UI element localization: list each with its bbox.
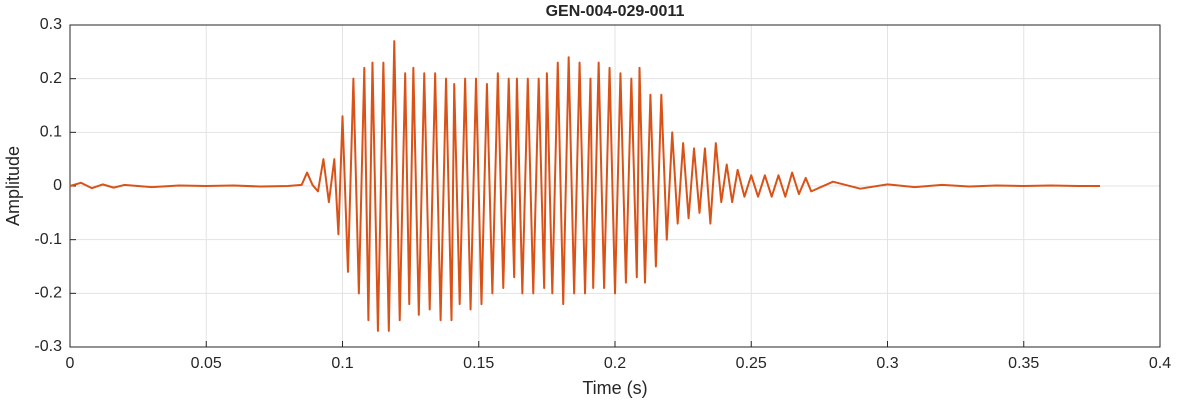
x-tick-label: 0.05	[191, 355, 222, 372]
y-tick-label: 0	[53, 177, 62, 194]
y-tick-label: 0.1	[40, 124, 62, 141]
x-tick-label: 0.35	[1008, 355, 1039, 372]
y-tick-label: -0.2	[34, 285, 62, 302]
chart-title: GEN-004-029-0011	[546, 3, 685, 20]
x-tick-label: 0.15	[463, 355, 494, 372]
y-tick-label: -0.1	[34, 231, 62, 248]
x-tick-label: 0.3	[876, 355, 898, 372]
x-tick-label: 0.4	[1149, 355, 1171, 372]
x-tick-label: 0.1	[331, 355, 353, 372]
y-tick-label: 0.3	[40, 16, 62, 33]
x-tick-label: 0.2	[604, 355, 626, 372]
y-tick-label: -0.3	[34, 338, 62, 355]
x-axis-label: Time (s)	[582, 378, 647, 398]
x-tick-label: 0	[66, 355, 75, 372]
y-tick-label: 0.2	[40, 70, 62, 87]
x-tick-label: 0.25	[736, 355, 767, 372]
y-axis-label: Amplitude	[3, 146, 23, 226]
waveform-line	[69, 40, 1101, 332]
